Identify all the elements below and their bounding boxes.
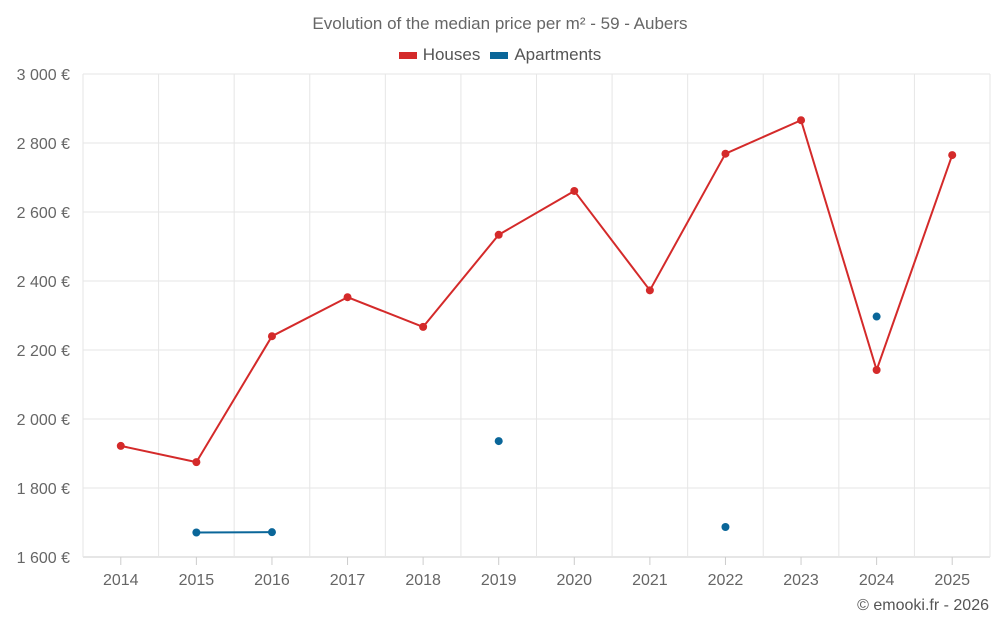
data-point-apartments-2016 [267,528,276,537]
y-tick-label: 2 400 € [17,274,70,291]
x-tick-label: 2020 [556,572,592,589]
chart-legend: Houses Apartments [0,45,1000,65]
data-point-houses-2023 [797,116,806,125]
data-point-apartments-2015 [192,528,201,537]
y-tick-label: 2 200 € [17,343,70,360]
y-tick-label: 1 800 € [17,481,70,498]
data-point-houses-2018 [419,322,428,331]
data-point-houses-2014 [116,441,125,450]
y-tick-label: 1 600 € [17,550,70,567]
data-point-houses-2021 [645,286,654,295]
x-tick-label: 2022 [708,572,744,589]
data-point-houses-2022 [721,149,730,158]
data-point-apartments-2024 [872,312,881,321]
y-tick-label: 3 000 € [17,67,70,84]
data-point-houses-2020 [570,186,579,195]
data-point-houses-2025 [948,151,957,160]
legend-label-houses: Houses [422,45,481,64]
legend-item-houses[interactable]: Houses [398,45,481,65]
data-point-houses-2016 [267,332,276,341]
data-point-houses-2017 [343,293,352,302]
legend-label-apartments: Apartments [514,45,602,64]
legend-swatch-houses [398,51,417,59]
credit-text: © emooki.fr - 2026 [857,597,989,614]
x-tick-label: 2021 [632,572,668,589]
x-tick-label: 2024 [859,572,895,589]
x-tick-label: 2017 [330,572,366,589]
x-tick-label: 2014 [103,572,139,589]
legend-swatch-apartments [490,51,509,59]
x-tick-label: 2019 [481,572,517,589]
y-tick-label: 2 800 € [17,136,70,153]
data-point-houses-2019 [494,230,503,239]
chart-title: Evolution of the median price per m² - 5… [312,14,688,33]
data-point-apartments-2019 [494,437,503,446]
series-line-houses [120,119,954,464]
x-tick-label: 2025 [934,572,970,589]
x-tick-label: 2018 [405,572,441,589]
x-tick-label: 2015 [179,572,215,589]
data-point-houses-2024 [872,366,881,375]
data-point-apartments-2022 [721,522,730,531]
y-tick-label: 2 000 € [17,412,70,429]
x-tick-label: 2023 [783,572,819,589]
x-tick-label: 2016 [254,572,290,589]
legend-item-apartments[interactable]: Apartments [490,45,601,65]
data-point-houses-2015 [192,458,201,467]
y-tick-label: 2 600 € [17,205,70,222]
